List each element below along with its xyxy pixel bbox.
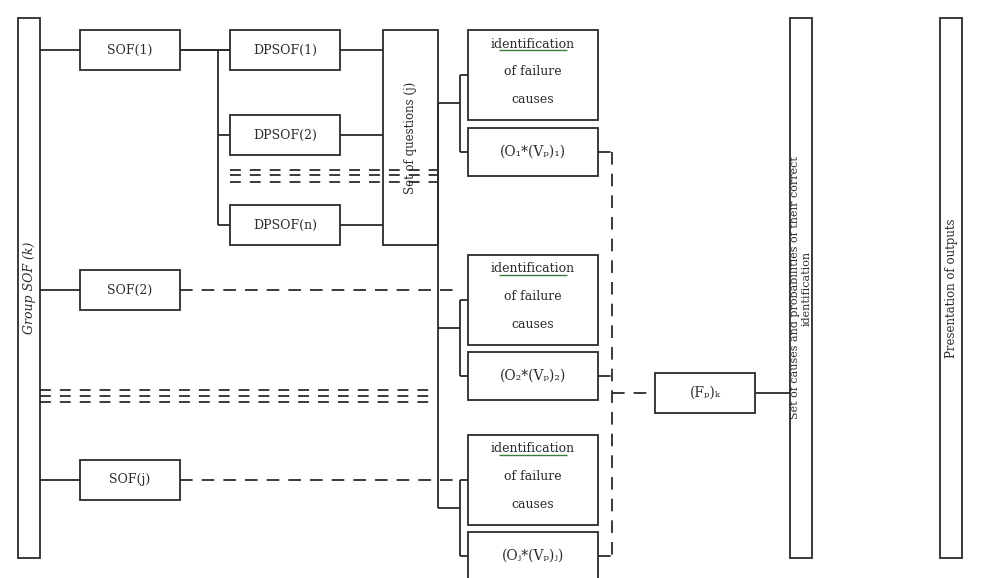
- Bar: [790, 18, 812, 558]
- Text: (O₁*(Vₚ)₁): (O₁*(Vₚ)₁): [499, 145, 566, 159]
- Text: Set of causes and probabilities of their correct
identification: Set of causes and probabilities of their…: [791, 157, 812, 420]
- Bar: [80, 270, 180, 310]
- Bar: [468, 255, 598, 345]
- Text: of failure: of failure: [504, 290, 562, 303]
- Text: of failure: of failure: [504, 65, 562, 78]
- Text: DPSOF(1): DPSOF(1): [253, 43, 317, 57]
- Bar: [468, 128, 598, 176]
- Bar: [468, 30, 598, 120]
- Text: Set of questions (j): Set of questions (j): [404, 81, 417, 194]
- Text: identification: identification: [491, 443, 575, 455]
- Text: (O₂*(Vₚ)₂): (O₂*(Vₚ)₂): [499, 369, 566, 383]
- Text: DPSOF(2): DPSOF(2): [253, 128, 317, 142]
- Text: DPSOF(n): DPSOF(n): [253, 218, 317, 232]
- Bar: [18, 18, 40, 558]
- Bar: [230, 115, 340, 155]
- Text: Group SOF (k): Group SOF (k): [23, 242, 36, 334]
- Text: identification: identification: [491, 262, 575, 276]
- Bar: [383, 30, 438, 245]
- Bar: [468, 352, 598, 400]
- Text: SOF(1): SOF(1): [108, 43, 153, 57]
- Bar: [230, 205, 340, 245]
- Text: causes: causes: [511, 318, 554, 331]
- Text: causes: causes: [511, 93, 554, 106]
- Bar: [940, 18, 962, 558]
- Bar: [80, 30, 180, 70]
- Bar: [655, 373, 755, 413]
- Text: SOF(2): SOF(2): [108, 283, 153, 297]
- Text: SOF(j): SOF(j): [110, 473, 151, 487]
- Text: Presentation of outputs: Presentation of outputs: [944, 218, 957, 358]
- Text: causes: causes: [511, 498, 554, 511]
- Text: (Oⱼ*(Vₚ)ⱼ): (Oⱼ*(Vₚ)ⱼ): [501, 549, 564, 563]
- Bar: [468, 532, 598, 578]
- Bar: [230, 30, 340, 70]
- Bar: [80, 460, 180, 500]
- Bar: [468, 435, 598, 525]
- Text: (Fₚ)ₖ: (Fₚ)ₖ: [690, 386, 721, 400]
- Text: identification: identification: [491, 38, 575, 50]
- Text: of failure: of failure: [504, 470, 562, 483]
